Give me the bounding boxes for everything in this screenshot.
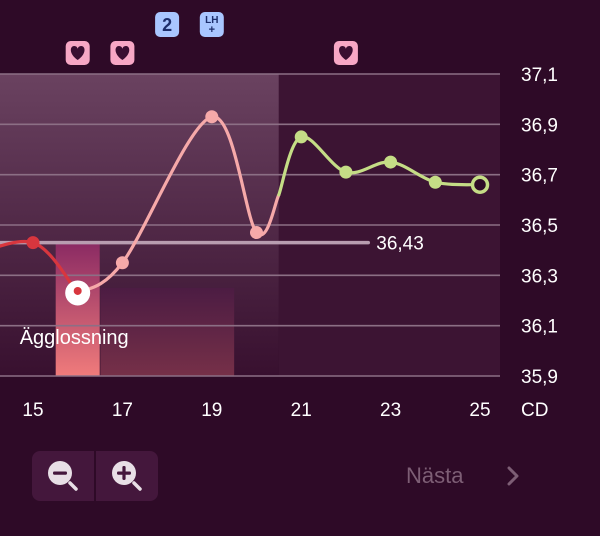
x-unit-label: CD bbox=[521, 400, 548, 421]
x-tick-label: 17 bbox=[112, 400, 133, 421]
data-point bbox=[115, 256, 129, 270]
zoom-controls bbox=[32, 451, 158, 501]
x-tick-label: 19 bbox=[201, 400, 222, 421]
x-tick-label: 23 bbox=[380, 400, 401, 421]
zoom-divider bbox=[94, 451, 96, 501]
heart-icon bbox=[70, 46, 85, 60]
data-point bbox=[205, 110, 219, 124]
zoom-out-button[interactable] bbox=[32, 451, 94, 501]
temperature-chart: 37,1 36,9 36,7 36,5 36,3 36,1 35,9 36,43 Äggloss… bbox=[0, 12, 558, 421]
number-badge: 2 bbox=[155, 12, 180, 37]
heart-badge bbox=[65, 41, 90, 65]
data-point bbox=[384, 155, 398, 169]
lh-badge-label: LH bbox=[205, 15, 218, 26]
x-tick-label: 15 bbox=[22, 400, 43, 421]
next-button[interactable]: Nästa bbox=[406, 458, 521, 494]
y-tick-label: 36,1 bbox=[521, 317, 558, 338]
highlight-range bbox=[100, 287, 235, 376]
y-tick-label: 36,3 bbox=[521, 266, 558, 287]
baseline-label: 36,43 bbox=[376, 234, 424, 255]
data-point bbox=[294, 130, 308, 144]
y-tick-label: 35,9 bbox=[521, 367, 558, 388]
lh-badge-plus: + bbox=[209, 24, 215, 36]
next-label: Nästa bbox=[406, 463, 464, 488]
heart-icon bbox=[339, 46, 353, 60]
x-tick-label: 25 bbox=[469, 400, 490, 421]
x-tick-label: 21 bbox=[291, 400, 312, 421]
data-point bbox=[339, 165, 353, 179]
number-badge-label: 2 bbox=[162, 15, 172, 35]
heart-badge bbox=[110, 41, 135, 65]
y-tick-label: 36,5 bbox=[521, 216, 558, 237]
magnifier-plus-icon bbox=[112, 461, 142, 491]
data-point bbox=[250, 226, 263, 240]
ovulation-point-dot bbox=[73, 286, 82, 295]
chevron-right-icon bbox=[505, 464, 521, 488]
y-tick-label: 36,7 bbox=[521, 166, 558, 187]
y-tick-label: 37,1 bbox=[521, 65, 558, 86]
data-point bbox=[26, 236, 40, 250]
heart-badge bbox=[333, 41, 358, 65]
ovulation-bar bbox=[55, 242, 100, 376]
ovulation-annotation: Ägglossning bbox=[20, 327, 129, 349]
current-day-marker bbox=[470, 175, 490, 194]
magnifier-minus-icon bbox=[48, 461, 78, 491]
heart-icon bbox=[115, 46, 130, 60]
zoom-in-button[interactable] bbox=[96, 451, 158, 501]
data-point bbox=[428, 175, 442, 189]
y-tick-label: 36,9 bbox=[521, 115, 558, 136]
lh-badge: LH+ bbox=[199, 12, 224, 37]
